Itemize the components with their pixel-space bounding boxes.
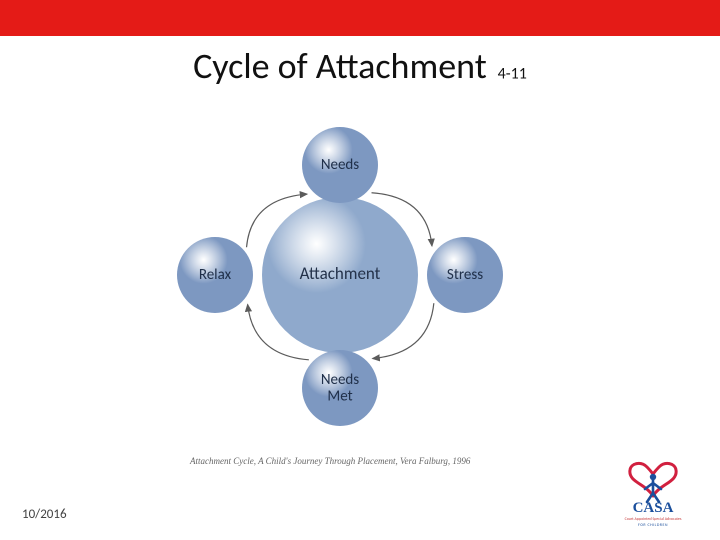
page-title-sub: 4-11 (498, 65, 527, 84)
casa-logo: CASACourt Appointed Special AdvocatesFOR… (608, 460, 698, 530)
citation-text: Attachment Cycle, A Child's Journey Thro… (190, 456, 470, 466)
logo-subline: FOR CHILDREN (638, 523, 668, 528)
footer-date: 10/2016 (22, 507, 67, 522)
logo-tagline: Court Appointed Special Advocates (625, 517, 682, 522)
cycle-node-label-stress: Stress (447, 266, 483, 284)
title-block: Cycle of Attachment 4-11 (0, 44, 720, 88)
person-icon (645, 474, 661, 502)
cycle-node-label-needs: Needs (321, 156, 359, 174)
header-bar (0, 0, 720, 36)
cycle-node-label-relax: Relax (199, 266, 232, 284)
cycle-diagram: AttachmentNeedsStressNeedsMetRelax (165, 110, 515, 440)
center-node-label: Attachment (300, 263, 381, 284)
logo-text: CASA (633, 500, 674, 516)
page-title: Cycle of Attachment (193, 44, 487, 88)
